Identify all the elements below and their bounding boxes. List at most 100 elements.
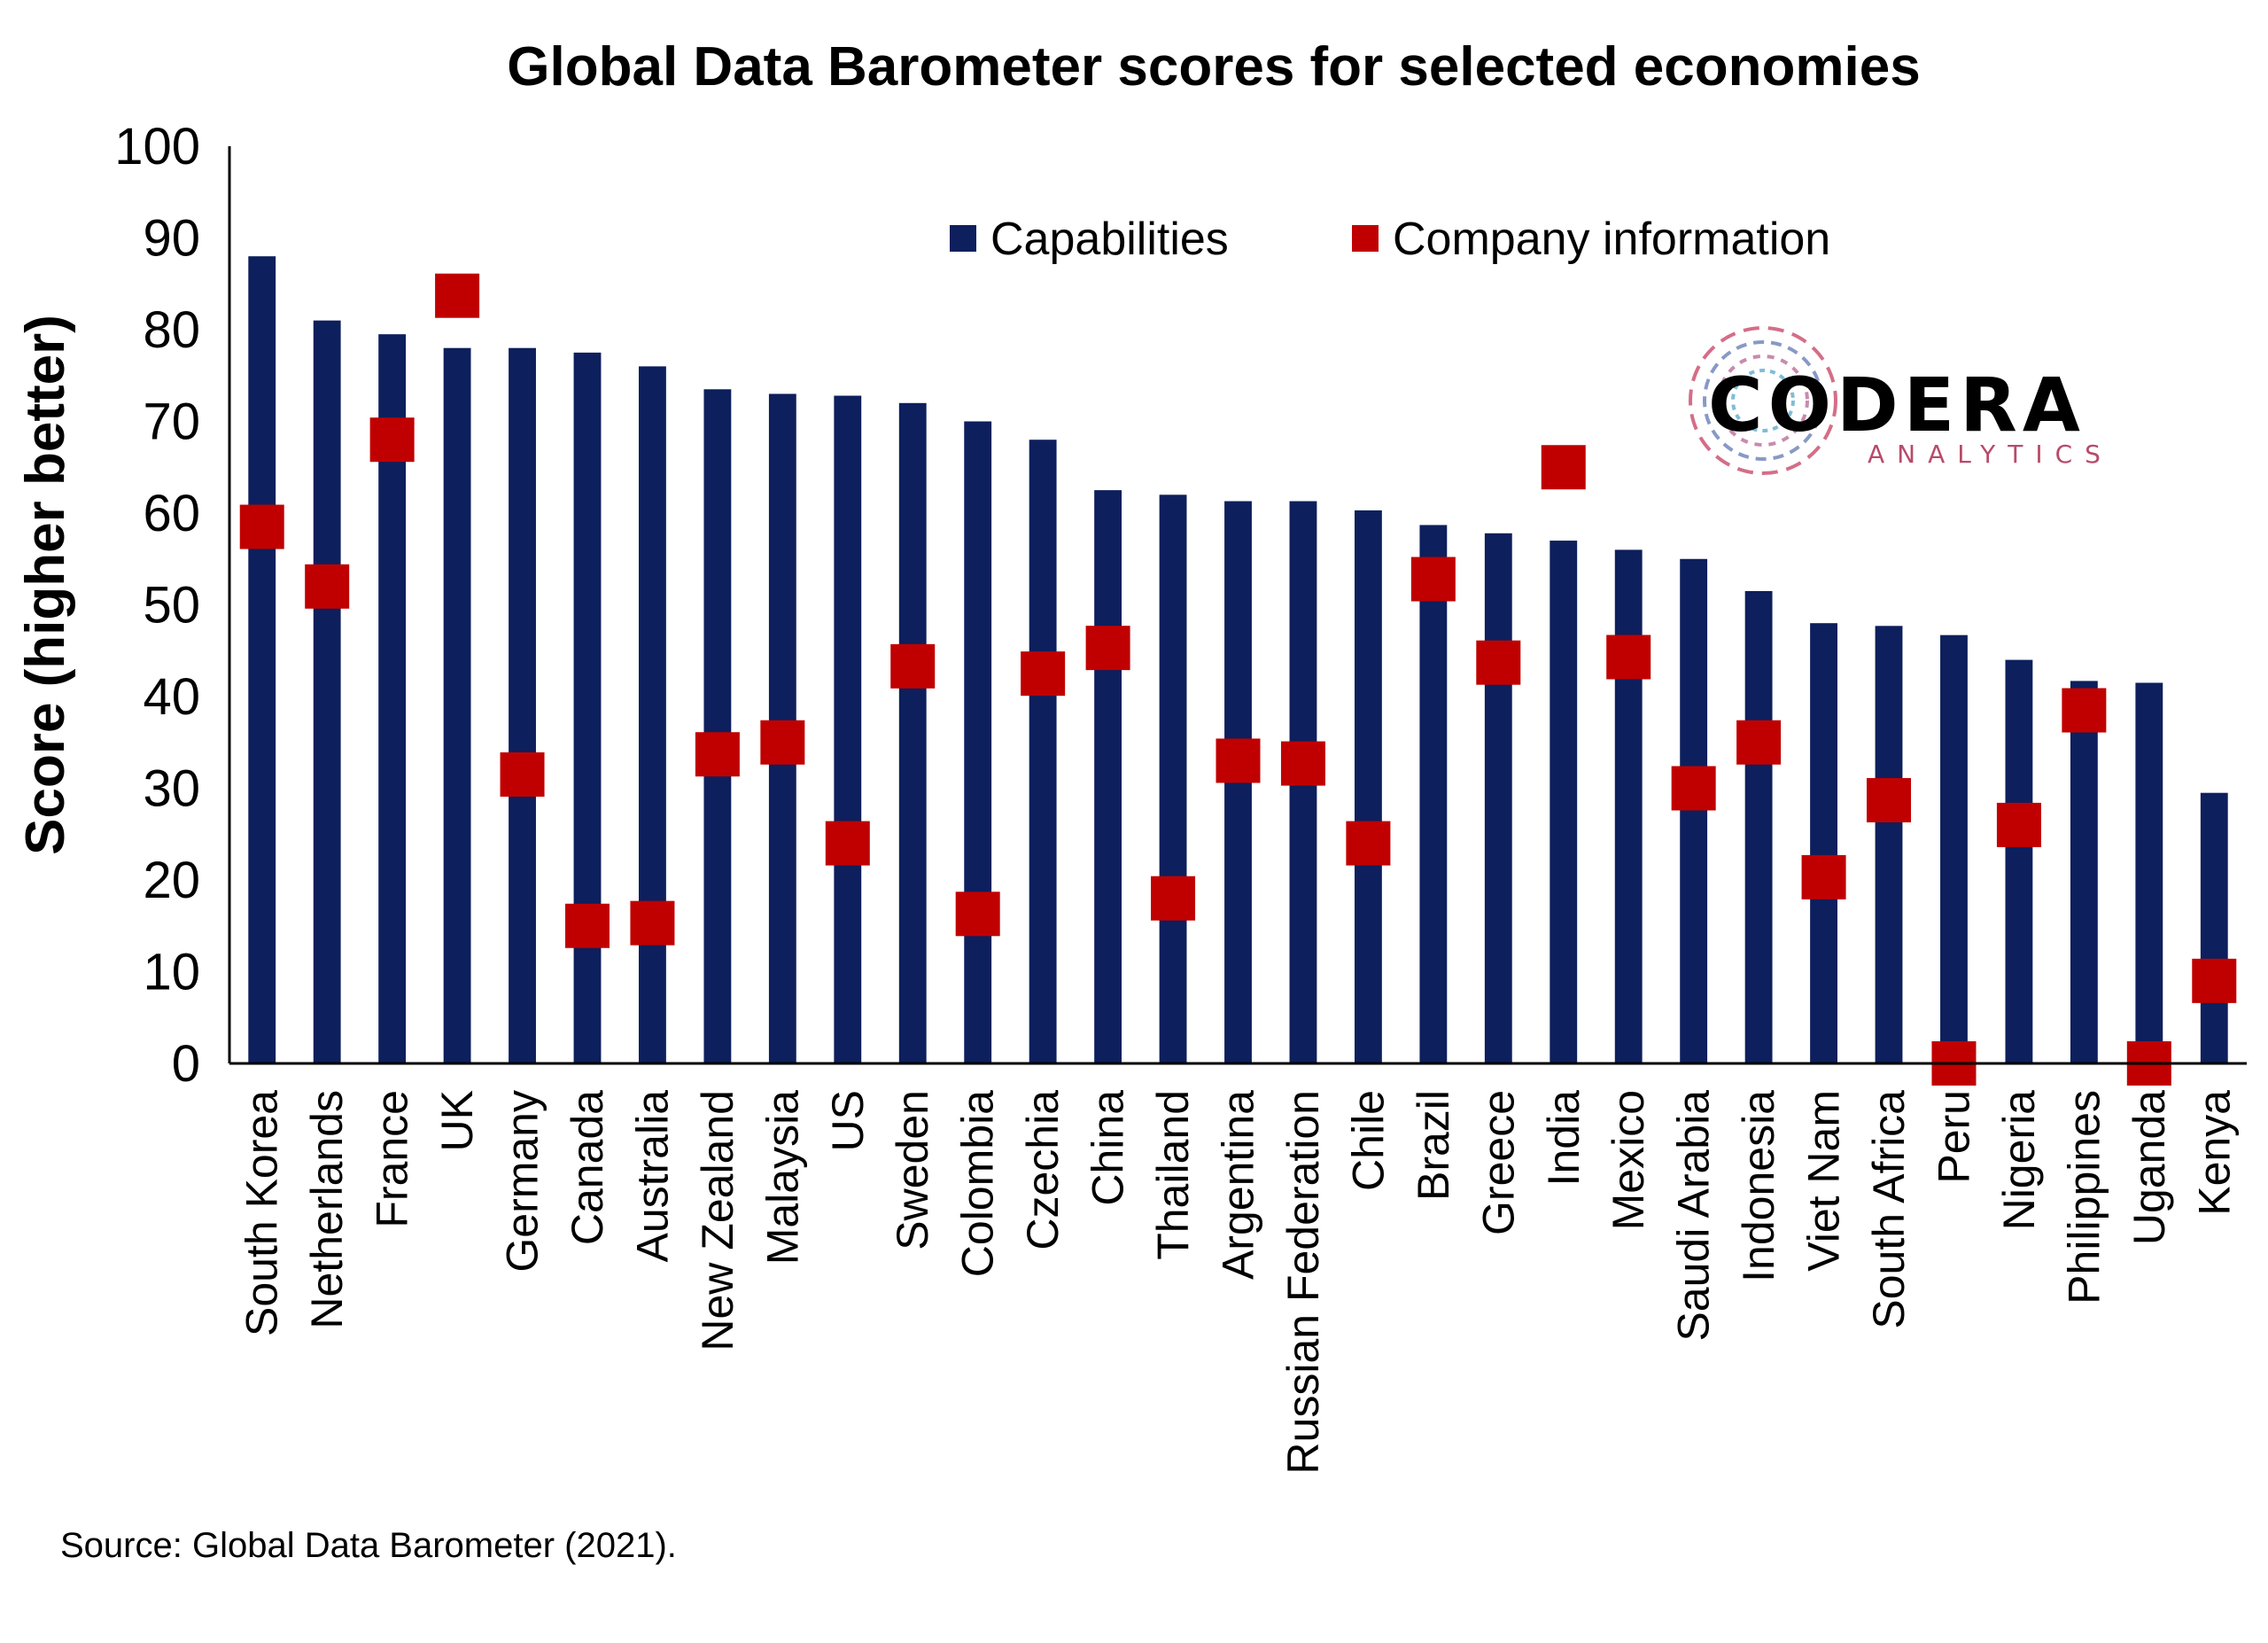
source-note: Source: Global Data Barometer (2021). (60, 1526, 677, 1565)
x-tick-label: Kenya (2189, 1090, 2239, 1216)
x-tick-label: Philippines (2059, 1090, 2109, 1304)
x-tick-label: Mexico (1604, 1090, 1653, 1230)
x-tick-label: Netherlands (302, 1090, 352, 1329)
bar-capabilities (313, 320, 341, 1063)
bar-capabilities (1354, 510, 1382, 1063)
marker-company-information (890, 643, 936, 689)
x-tick-label: Uganda (2124, 1090, 2174, 1245)
y-tick-label: 40 (143, 668, 200, 726)
legend-swatch-company-information (1352, 225, 1379, 252)
marker-company-information (500, 751, 545, 797)
marker-company-information (1476, 640, 1521, 685)
bar-capabilities (1614, 549, 1643, 1063)
x-tick-label: China (1084, 1090, 1133, 1206)
codera-logo-text: CODERA (1708, 362, 2085, 448)
x-tick-label: US (823, 1090, 873, 1151)
y-axis-label: Score (higher better) (15, 315, 76, 855)
x-tick-label: South Korea (237, 1090, 287, 1336)
x-tick-label: Malaysia (757, 1090, 807, 1265)
y-tick-label: 90 (143, 210, 200, 268)
y-tick-label: 30 (143, 760, 200, 818)
x-tick-label: Canada (563, 1090, 612, 1245)
legend-swatch-capabilities (950, 225, 976, 252)
marker-company-information (1867, 777, 1912, 822)
bar-capabilities (1029, 440, 1057, 1063)
y-tick-label: 10 (143, 944, 200, 1001)
x-tick-label: Nigeria (1994, 1090, 2044, 1231)
legend: Capabilities Company information (950, 214, 1830, 265)
marker-company-information (1801, 854, 1846, 899)
legend-label-company-information: Company information (1393, 214, 1830, 265)
marker-company-information (1541, 445, 1586, 490)
marker-company-information (825, 821, 870, 866)
legend-label-capabilities: Capabilities (990, 214, 1229, 265)
x-tick-label: Saudi Arabia (1669, 1090, 1719, 1342)
marker-company-information (1996, 802, 2041, 847)
bar-capabilities (509, 347, 536, 1063)
marker-company-information (1736, 720, 1782, 765)
x-tick-label: Germany (498, 1090, 548, 1273)
x-tick-label: Greece (1473, 1090, 1523, 1235)
bar-capabilities (1550, 541, 1578, 1063)
marker-company-information (695, 732, 740, 777)
bar-capabilities (2200, 792, 2228, 1063)
marker-company-information (1280, 741, 1325, 786)
marker-company-information (2062, 688, 2107, 733)
marker-company-information (239, 504, 284, 549)
y-tick-label: 80 (143, 301, 200, 359)
bar-capabilities (1875, 626, 1903, 1063)
bar-capabilities (639, 366, 666, 1063)
marker-company-information (369, 417, 415, 463)
bar-capabilities (1810, 623, 1837, 1063)
x-tick-label: New Zealand (693, 1090, 742, 1351)
y-tick-label: 70 (143, 393, 200, 451)
company-information-markers (239, 273, 2237, 1086)
x-tick-label: Sweden (888, 1090, 937, 1250)
x-tick-label: India (1539, 1090, 1588, 1187)
marker-company-information (2192, 958, 2237, 1003)
chart-title: Global Data Barometer scores for selecte… (507, 36, 1920, 97)
x-tick-label: Argentina (1214, 1090, 1263, 1280)
x-tick-label: Chile (1343, 1090, 1393, 1191)
marker-company-information (1606, 635, 1651, 680)
bar-capabilities (248, 256, 276, 1063)
marker-company-information (955, 892, 1000, 937)
marker-company-information (1085, 626, 1130, 671)
codera-logo-subtext: ANALYTICS (1868, 440, 2113, 469)
x-tick-label: Australia (627, 1090, 677, 1263)
x-tick-label: Brazil (1409, 1090, 1458, 1201)
bar-capabilities (1094, 490, 1122, 1063)
x-axis-labels: South Korea Netherlands France UK Germany Can… (237, 1090, 2240, 1475)
x-tick-label: France (368, 1090, 417, 1228)
x-tick-label: Viet Nam (1799, 1090, 1849, 1272)
bar-capabilities (443, 347, 471, 1063)
codera-logo: CODERA ANALYTICS (1689, 326, 2113, 475)
marker-company-information (435, 273, 480, 318)
bar-capabilities (898, 402, 927, 1063)
y-tick-label: 0 (172, 1035, 200, 1093)
marker-company-information (1151, 876, 1196, 921)
y-axis-ticks: 0 10 20 30 40 50 60 70 80 90 100 (114, 118, 200, 1093)
x-tick-label: Russian Federation (1278, 1090, 1328, 1475)
x-tick-label: UK (432, 1090, 482, 1151)
y-tick-label: 20 (143, 852, 200, 909)
bar-capabilities (1484, 533, 1512, 1063)
bar-capabilities (834, 395, 862, 1063)
marker-company-information (1671, 766, 1716, 811)
x-tick-label: South Africa (1864, 1090, 1914, 1329)
y-tick-label: 60 (143, 485, 200, 542)
bar-capabilities (964, 421, 992, 1063)
marker-company-information (630, 900, 675, 946)
bar-capabilities (2135, 682, 2163, 1063)
x-tick-label: Thailand (1148, 1090, 1198, 1260)
marker-company-information (1216, 738, 1261, 783)
y-tick-label: 100 (114, 118, 200, 175)
x-tick-label: Colombia (953, 1090, 1003, 1277)
bar-capabilities (2070, 681, 2098, 1063)
marker-company-information (305, 564, 350, 609)
bar-capabilities (1419, 525, 1448, 1063)
x-tick-label: Czechia (1018, 1090, 1068, 1250)
marker-company-information (1410, 557, 1456, 602)
y-tick-label: 50 (143, 577, 200, 635)
codera-logo-mark (1689, 326, 1837, 475)
